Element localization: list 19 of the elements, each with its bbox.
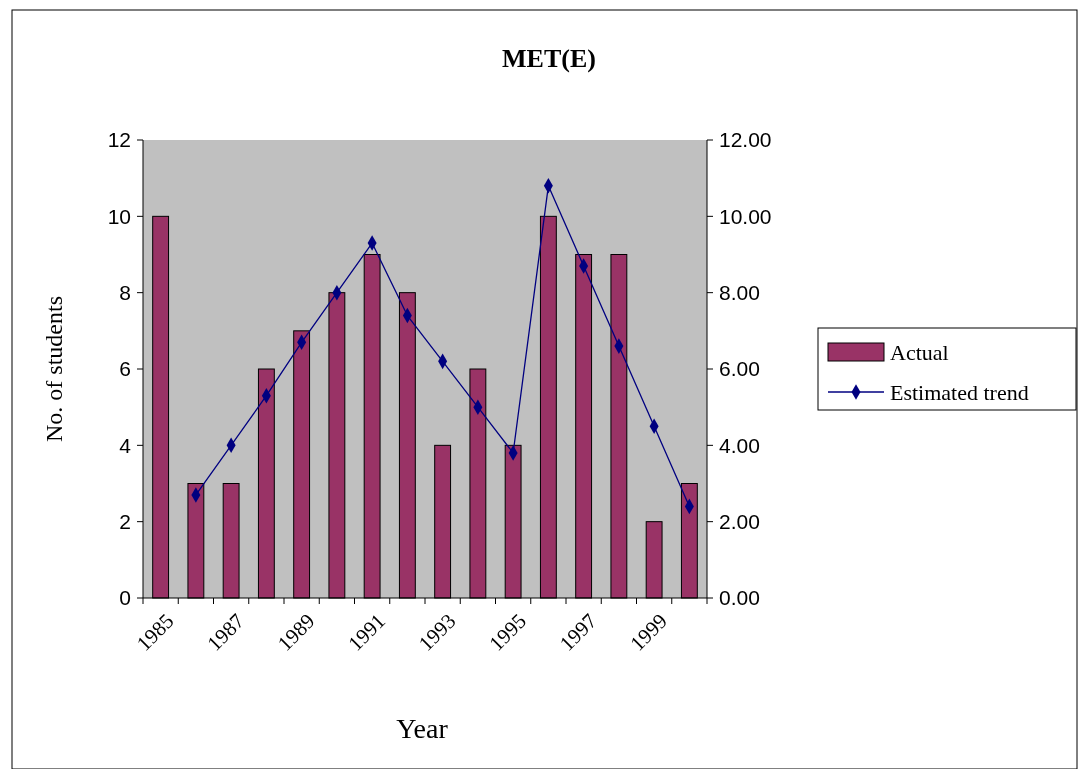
y2-tick-label: 2.00 — [719, 510, 760, 534]
y2-tick-label: 6.00 — [719, 357, 760, 381]
y-tick-label: 6 — [119, 357, 131, 381]
y-tick-label: 8 — [119, 281, 131, 305]
y-tick-label: 10 — [107, 204, 131, 228]
y2-tick-label: 8.00 — [719, 281, 760, 305]
y-tick-label: 2 — [119, 510, 131, 534]
y-tick-label: 0 — [119, 586, 131, 610]
x-axis-title: Year — [396, 713, 449, 744]
y-tick-label: 12 — [107, 128, 131, 152]
y2-tick-label: 0.00 — [719, 586, 760, 610]
chart-title: MET(E) — [502, 44, 596, 73]
y-axis-title: No. of students — [41, 296, 67, 442]
y2-tick-label: 12.00 — [719, 128, 772, 152]
y2-tick-label: 10.00 — [719, 204, 772, 228]
legend-label: Estimated trend — [890, 379, 1029, 405]
y-tick-label: 4 — [119, 433, 132, 457]
y2-tick-label: 4.00 — [719, 433, 760, 457]
legend-label: Actual — [890, 339, 949, 365]
